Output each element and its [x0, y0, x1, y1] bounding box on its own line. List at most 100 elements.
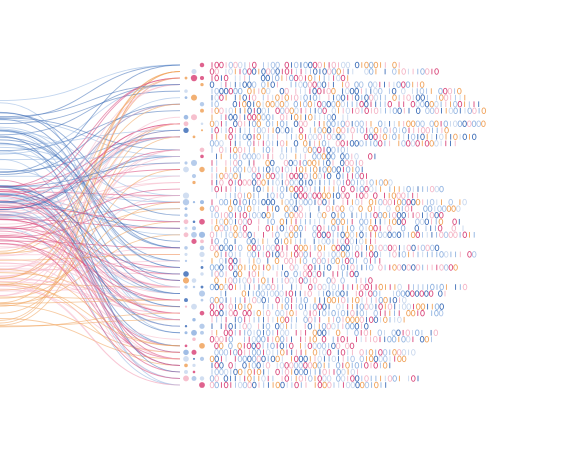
zero-glyph [223, 172, 229, 180]
zero-glyph [344, 238, 350, 245]
zero-glyph [288, 159, 293, 167]
zero-glyph [298, 355, 304, 363]
zero-glyph [345, 362, 350, 369]
zero-glyph [219, 225, 224, 232]
flow-curve [0, 312, 181, 328]
zero-glyph [251, 244, 257, 252]
zero-glyph [443, 251, 449, 258]
flow-curve [0, 136, 181, 187]
zero-glyph [247, 368, 252, 376]
zero-glyph [424, 218, 430, 225]
zero-glyph [339, 205, 345, 212]
zero-glyph [317, 355, 322, 363]
zero-glyph [415, 218, 420, 225]
zero-glyph [284, 211, 290, 219]
zero-glyph [322, 127, 327, 134]
zero-glyph [363, 133, 369, 141]
flow-curve [0, 182, 181, 225]
zero-glyph [270, 192, 275, 199]
zero-glyph [214, 120, 219, 128]
zero-glyph [476, 120, 481, 128]
zero-glyph [443, 94, 449, 101]
zero-glyph [275, 68, 280, 75]
zero-glyph [401, 140, 406, 147]
zero-glyph [223, 198, 229, 206]
zero-glyph [307, 362, 313, 369]
zero-glyph [364, 362, 369, 369]
zero-glyph [228, 257, 233, 265]
zero-glyph [279, 185, 285, 193]
zero-glyph [378, 198, 383, 206]
zero-glyph [401, 192, 406, 199]
zero-glyph [335, 192, 341, 199]
zero-glyph [410, 140, 416, 147]
zero-glyph [242, 231, 248, 239]
zero-glyph [280, 381, 285, 389]
zero-glyph [392, 211, 397, 219]
zero-glyph [340, 349, 346, 356]
dot [184, 89, 188, 93]
zero-glyph [331, 211, 336, 219]
zero-glyph [214, 244, 219, 252]
zero-glyph [228, 362, 233, 369]
zero-glyph [261, 296, 266, 304]
zero-glyph [364, 303, 369, 310]
zero-glyph [233, 87, 238, 95]
zero-glyph [237, 342, 242, 350]
zero-glyph [363, 257, 368, 265]
zero-glyph [247, 329, 252, 337]
zero-glyph [434, 244, 440, 252]
zero-glyph [247, 218, 252, 225]
zero-glyph [261, 127, 266, 134]
zero-glyph [321, 336, 327, 343]
zero-glyph [256, 355, 262, 363]
flow-curve [0, 155, 181, 161]
zero-glyph [246, 342, 252, 350]
zero-glyph [374, 381, 379, 389]
zero-glyph [364, 61, 369, 69]
zero-glyph [219, 61, 224, 69]
zero-glyph [439, 211, 444, 219]
zero-glyph [260, 74, 266, 82]
zero-glyph [340, 192, 346, 199]
zero-glyph [349, 238, 355, 245]
zero-glyph [364, 100, 369, 108]
zero-glyph [256, 368, 262, 376]
zero-glyph [317, 342, 322, 350]
zero-glyph [219, 270, 224, 278]
zero-glyph [279, 140, 285, 147]
zero-glyph [284, 231, 289, 239]
zero-glyph [471, 133, 477, 141]
zero-glyph [397, 355, 402, 363]
zero-glyph [223, 211, 229, 219]
zero-glyph [209, 283, 215, 291]
zero-glyph [462, 198, 467, 206]
zero-glyph [233, 166, 238, 173]
zero-glyph [429, 185, 435, 193]
zero-glyph [359, 381, 365, 389]
zero-glyph [331, 113, 337, 121]
dot [190, 159, 198, 166]
zero-glyph [321, 342, 327, 350]
zero-glyph [368, 349, 374, 356]
zero-glyph [383, 316, 388, 323]
zero-glyph [256, 342, 261, 350]
zero-glyph [284, 362, 289, 369]
zero-glyph [251, 179, 257, 186]
zero-glyph [233, 159, 238, 167]
zero-glyph [303, 94, 308, 101]
zero-glyph [303, 198, 308, 206]
zero-glyph [448, 107, 454, 114]
zero-glyph [467, 120, 472, 128]
zero-glyph [275, 61, 280, 69]
dot [199, 206, 205, 211]
zero-glyph [336, 316, 341, 323]
zero-glyph [251, 349, 257, 356]
zero-glyph [340, 61, 346, 69]
dot [184, 363, 188, 368]
zero-glyph [392, 244, 397, 252]
zero-glyph [237, 87, 243, 95]
zero-glyph [247, 303, 252, 310]
zero-glyph [242, 153, 247, 160]
zero-glyph [322, 303, 327, 310]
